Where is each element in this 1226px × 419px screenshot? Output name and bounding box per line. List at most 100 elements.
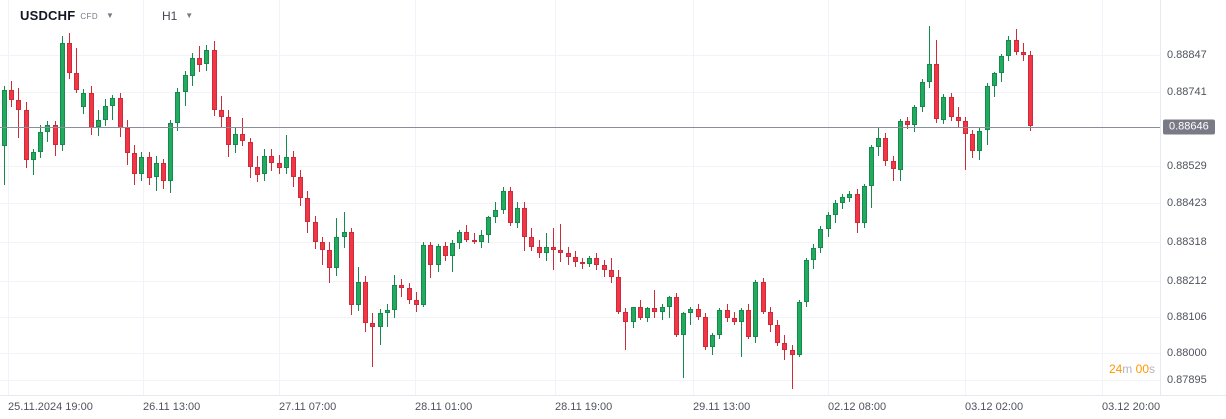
candle-down [349, 232, 354, 305]
candle-up [493, 210, 498, 217]
candle-up [342, 232, 347, 237]
candle-wick [690, 307, 691, 325]
candle-up [739, 310, 744, 322]
candle-up [977, 131, 982, 151]
vertical-gridline [1102, 0, 1103, 395]
candle-down [594, 258, 599, 265]
candle-wick [741, 308, 742, 357]
candle-down [949, 97, 954, 117]
candle-down [638, 307, 643, 318]
candle-up [681, 313, 686, 335]
candle-up [103, 106, 108, 120]
time-axis-label: 02.12 08:00 [828, 401, 887, 413]
candle-wick [401, 279, 402, 297]
candle-down [551, 247, 556, 250]
candle-up [233, 134, 238, 145]
candle-down [9, 90, 14, 100]
candle-up [818, 229, 823, 248]
candle-down [147, 157, 152, 178]
candle-down [1021, 52, 1026, 55]
candle-wick [965, 117, 966, 170]
candle-up [667, 297, 672, 307]
candle-down [277, 163, 282, 168]
candle-down [566, 253, 571, 257]
price-scale[interactable]: 0.88646 0.88847 0.88741 0.88529 0.88423 0.88… [1160, 0, 1226, 395]
candle-wick [322, 237, 323, 265]
candle-down [269, 156, 274, 163]
candle-wick [286, 135, 287, 174]
candle-wick [929, 26, 930, 88]
symbol-dropdown-caret-icon[interactable]: ▼ [106, 11, 114, 20]
candle-down [508, 191, 513, 223]
candle-down [370, 323, 375, 327]
price-axis-label: 0.88423 [1167, 197, 1207, 209]
time-axis-label: 28.11 19:00 [555, 401, 613, 413]
horizontal-gridline [0, 55, 1160, 56]
price-axis-label: 0.88847 [1167, 49, 1207, 61]
candle-wick [662, 304, 663, 320]
candle-down [67, 43, 72, 73]
candle-up [31, 152, 36, 160]
candle-down [522, 208, 527, 237]
candle-down [298, 177, 303, 198]
candle-wick [669, 296, 670, 318]
candle-up [190, 58, 195, 76]
candle-down [472, 240, 477, 242]
candle-down [970, 134, 975, 151]
price-axis-label: 0.88212 [1167, 275, 1207, 287]
candle-up [486, 217, 491, 235]
candle-up [941, 97, 946, 120]
candle-up [797, 302, 802, 355]
horizontal-gridline [0, 317, 1160, 318]
time-scale[interactable]: 25.11.2024 19:00 26.11 13:00 27.11 07:00 28… [0, 395, 1226, 419]
candle-wick [380, 309, 381, 345]
candle-down [609, 270, 614, 277]
horizontal-gridline [0, 92, 1160, 93]
horizontal-gridline [0, 242, 1160, 243]
candle-up [717, 310, 722, 335]
price-axis-label: 0.87895 [1167, 374, 1207, 386]
candle-up [385, 310, 390, 313]
timeframe-label[interactable]: H1 [161, 8, 178, 23]
candle-down [407, 288, 412, 300]
candle-down [255, 167, 260, 175]
candle-down [558, 250, 563, 253]
candle-down [883, 138, 888, 161]
candle-wick [33, 149, 34, 175]
candle-down [212, 50, 217, 110]
candle-down [327, 250, 332, 268]
candle-up [631, 307, 636, 322]
candle-up [421, 245, 426, 305]
candlestick-chart-canvas[interactable] [0, 0, 1160, 395]
candle-down [905, 121, 910, 125]
timeframe-dropdown-caret-icon[interactable]: ▼ [185, 11, 194, 20]
candle-up [862, 186, 867, 223]
candle-up [688, 309, 693, 313]
candle-up [96, 120, 101, 127]
candle-down [132, 153, 137, 174]
candle-up [927, 64, 932, 82]
candle-wick [387, 304, 388, 327]
candle-wick [452, 240, 453, 272]
vertical-gridline [965, 0, 966, 395]
candle-wick [560, 224, 561, 262]
candle-up [833, 203, 838, 215]
candle-down [746, 310, 751, 337]
vertical-gridline [693, 0, 694, 395]
candle-up [183, 75, 188, 92]
candle-up [334, 237, 339, 268]
candle-wick [372, 313, 373, 367]
candle-up [710, 335, 715, 347]
candle-down [768, 312, 773, 325]
vertical-gridline [555, 0, 556, 395]
candle-down [790, 350, 795, 355]
symbol-name[interactable]: USDCHF [20, 8, 76, 23]
candle-down [573, 257, 578, 262]
candle-up [811, 248, 816, 260]
bar-close-countdown: 24m 00s [0, 362, 1155, 376]
horizontal-gridline [0, 380, 1160, 381]
candle-up [110, 98, 115, 106]
countdown-seconds: 00 [1135, 362, 1149, 376]
candle-down [313, 222, 318, 242]
